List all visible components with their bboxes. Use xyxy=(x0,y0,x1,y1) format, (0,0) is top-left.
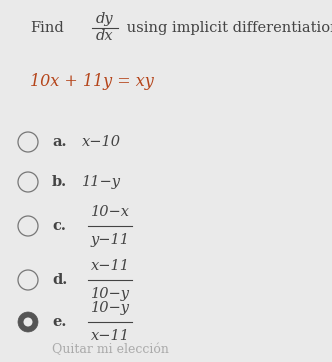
Circle shape xyxy=(24,317,33,327)
Text: using implicit differentiation.: using implicit differentiation. xyxy=(122,21,332,35)
Text: 10−y: 10−y xyxy=(91,301,129,315)
Text: y−11: y−11 xyxy=(91,233,129,247)
Text: d.: d. xyxy=(52,273,67,287)
Circle shape xyxy=(18,312,38,332)
Text: x−11: x−11 xyxy=(91,329,129,343)
Text: dy: dy xyxy=(96,13,114,26)
Text: dx: dx xyxy=(96,29,114,43)
Text: x−11: x−11 xyxy=(91,259,129,273)
Text: e.: e. xyxy=(52,315,66,329)
Text: 11−y: 11−y xyxy=(82,175,121,189)
Text: x−10: x−10 xyxy=(82,135,121,149)
Text: b.: b. xyxy=(52,175,67,189)
Text: c.: c. xyxy=(52,219,66,233)
Text: Find: Find xyxy=(30,21,64,35)
Text: 10x + 11y = xy: 10x + 11y = xy xyxy=(30,73,154,90)
Text: 10−y: 10−y xyxy=(91,287,129,301)
Text: 10−x: 10−x xyxy=(91,205,129,219)
Text: Quitar mi elección: Quitar mi elección xyxy=(52,344,169,357)
Text: a.: a. xyxy=(52,135,66,149)
